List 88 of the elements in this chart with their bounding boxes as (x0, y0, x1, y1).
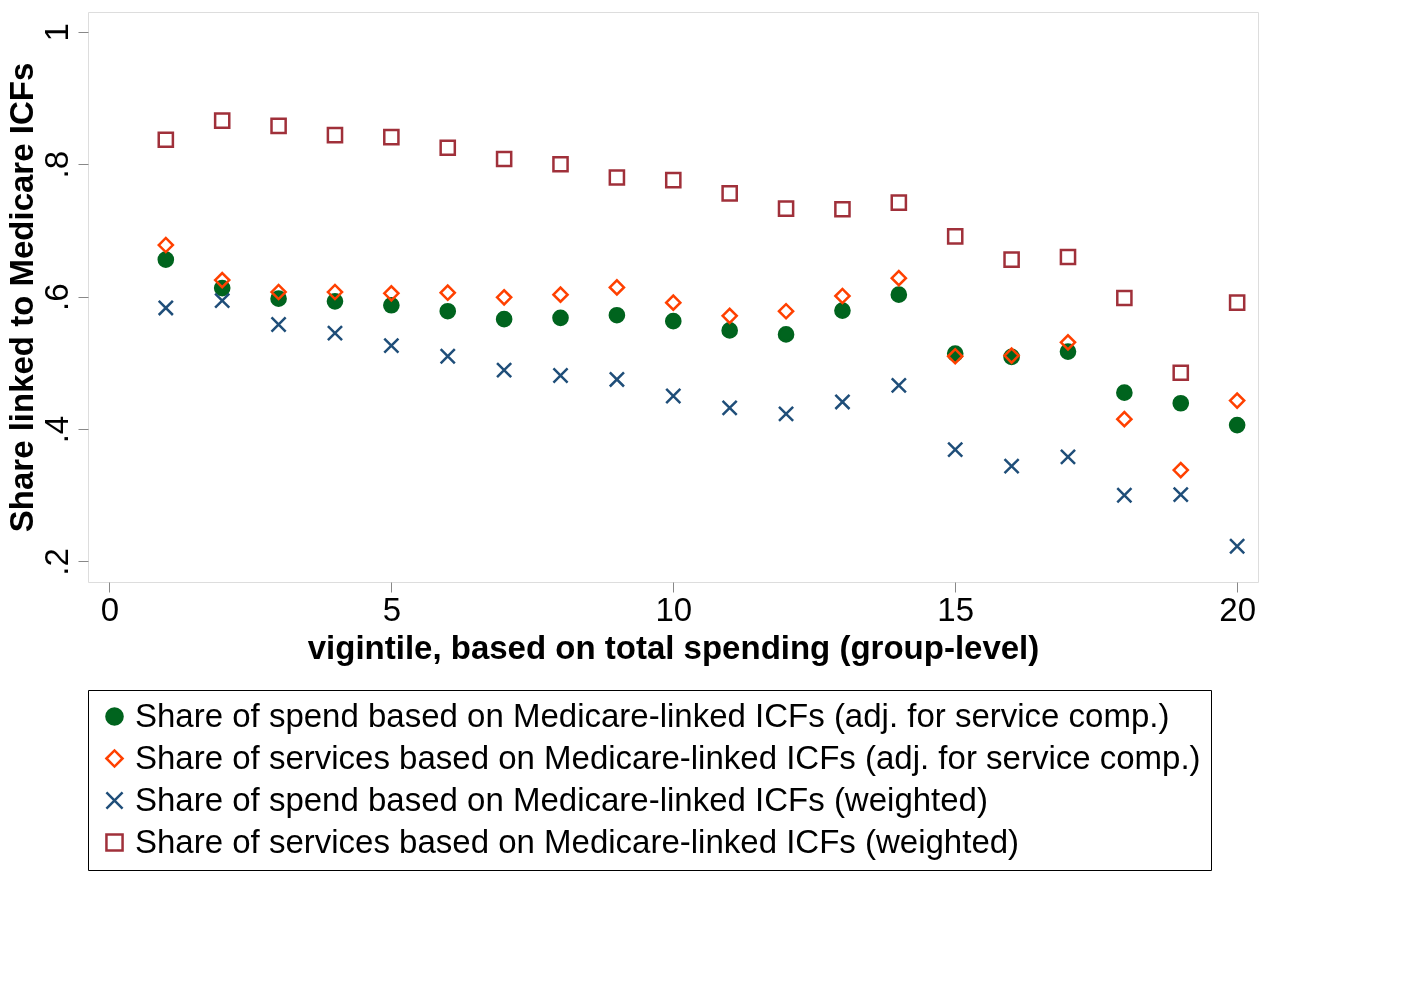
point (664, 294, 682, 311)
point (664, 387, 682, 405)
point (552, 155, 569, 173)
legend-label: Share of spend based on Medicare-linked ICFs (adj. for service comp.) (135, 696, 1170, 734)
point (834, 200, 851, 218)
point (1116, 486, 1133, 504)
point (1228, 416, 1246, 434)
point (326, 283, 344, 301)
point (777, 200, 795, 217)
point (383, 296, 400, 314)
legend-label: Share of services based on Medicare-linked ICFs (adj. for service comp.) (135, 738, 1201, 776)
point (326, 324, 344, 342)
point (834, 302, 851, 319)
x-tick-label: 15 (937, 590, 975, 628)
legend-label: Share of spend based on Medicare-linked ICFs (weighted) (135, 780, 988, 818)
point (890, 194, 908, 211)
point (1172, 486, 1190, 503)
point (495, 150, 513, 168)
y-axis-title: Share linked to Medicare ICFs (2, 62, 40, 533)
point (834, 287, 851, 305)
point (270, 316, 287, 333)
point (157, 251, 175, 268)
point (213, 292, 231, 309)
point (1059, 448, 1077, 466)
point (721, 307, 738, 325)
point (439, 139, 457, 157)
point (1059, 248, 1077, 266)
point (608, 279, 626, 296)
point (383, 337, 400, 354)
point (608, 169, 626, 186)
point (1172, 394, 1190, 412)
point (552, 367, 569, 384)
point (1003, 251, 1020, 268)
x-tick-label: 0 (100, 590, 120, 628)
point (157, 131, 175, 149)
point (439, 347, 457, 365)
point (270, 117, 287, 135)
point (495, 361, 513, 379)
point (721, 322, 738, 339)
point (664, 312, 682, 330)
point (834, 393, 851, 411)
point (1228, 537, 1246, 555)
x-tick-label: 20 (1219, 590, 1256, 628)
y-tick-label: .2 (37, 548, 75, 576)
point (1228, 294, 1246, 311)
point (777, 405, 795, 423)
point (552, 286, 569, 303)
point (1003, 457, 1020, 475)
point (439, 284, 457, 302)
point (664, 171, 682, 189)
point (1172, 461, 1190, 479)
point (213, 271, 231, 289)
point (495, 310, 513, 328)
point (1116, 410, 1133, 428)
legend-label: Share of services based on Medicare-linked ICFs (weighted) (135, 822, 1020, 860)
y-tick-label: .8 (37, 151, 75, 179)
point (608, 371, 626, 388)
point (946, 441, 964, 458)
point (1172, 364, 1190, 382)
x-tick-label: 5 (382, 590, 402, 628)
point (1116, 384, 1133, 401)
point (608, 306, 626, 324)
point (721, 185, 738, 202)
point (383, 128, 400, 146)
y-tick-label: .6 (37, 283, 75, 311)
point (777, 326, 795, 343)
point (157, 299, 175, 317)
x-tick-label: 10 (655, 590, 693, 628)
point (721, 399, 738, 417)
point (495, 289, 513, 306)
point (326, 126, 344, 144)
x-axis-title: vigintile, based on total spending (group-level) (307, 628, 1040, 666)
point (439, 302, 457, 320)
point (890, 377, 908, 394)
point (1116, 289, 1133, 307)
point (270, 283, 287, 301)
point (890, 269, 908, 287)
point (213, 112, 231, 129)
point (1228, 392, 1246, 409)
y-tick-label: 1 (37, 23, 75, 42)
point (890, 286, 908, 303)
point (946, 228, 964, 245)
point (552, 309, 569, 327)
point (157, 236, 175, 254)
point (1059, 334, 1077, 351)
point (777, 302, 795, 320)
point (383, 285, 400, 302)
y-tick-label: .4 (37, 415, 75, 444)
